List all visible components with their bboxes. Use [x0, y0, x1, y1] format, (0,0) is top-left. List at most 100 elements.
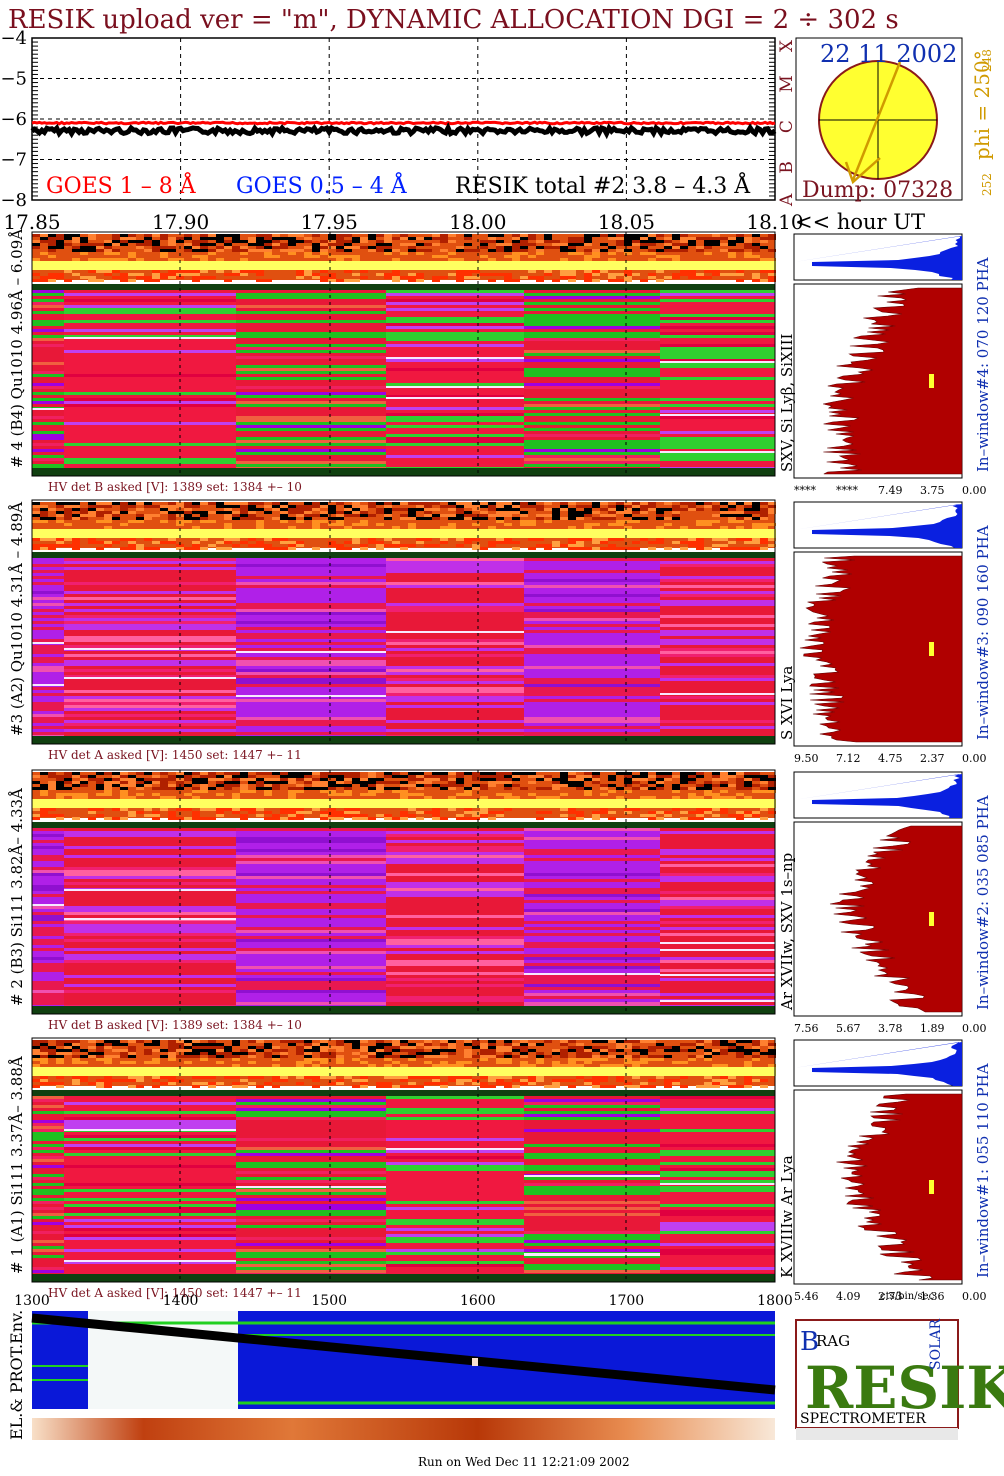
detector-panel-3: HV det A asked [V]: 1450 set: 1447 +– 11…	[8, 499, 992, 765]
histogram-scale-tick: 3.78	[878, 1022, 903, 1035]
sun-disk-panel: 22 11 2002 Dump: 07328	[795, 37, 963, 203]
histogram-scale-tick: ****	[794, 484, 817, 497]
legend-resik-total: RESIK total #2 3.8 – 4.3 Å	[455, 171, 751, 199]
flare-class-label: B	[777, 161, 797, 174]
detector-label: #3 (A2) Qu1010 4.31Å – 4.89Å	[8, 502, 26, 736]
histogram-scale-tick: 0.00	[962, 1290, 987, 1303]
flare-class-label: A	[777, 193, 797, 207]
detector-label: # 4 (B4) Qu1010 4.96Å – 6.09Å	[8, 229, 26, 468]
env-strip	[32, 1418, 775, 1440]
dump-number: Dump: 07328	[802, 178, 953, 203]
detector-label: # 2 (B3) Si111 3.82Å– 4.33Å	[8, 788, 26, 1006]
phi-upper: 248	[980, 49, 994, 72]
histogram-scale-tick: 4.75	[878, 752, 903, 765]
logo-b: B	[800, 1327, 819, 1357]
resik-total-series	[30, 122, 777, 140]
histogram-scale-tick: 2.73	[878, 1290, 903, 1303]
histogram-scale-tick: 1.36	[920, 1290, 945, 1303]
phi-lower: 252	[980, 173, 994, 196]
flare-class-label: C	[777, 120, 797, 133]
spectral-lines-label: S XVI Lya	[778, 666, 796, 740]
pha-histogram	[836, 1093, 963, 1281]
spectral-lines-label: K XVIIIw Ar Lya	[778, 1155, 796, 1278]
goes-y-tick: −7	[0, 150, 27, 171]
histogram-units: cts/bin/sec	[880, 1291, 935, 1302]
hv-readout: HV det A asked [V]: 1450 set: 1447 +– 11	[48, 1286, 302, 1300]
in-window-label: In–window#2: 035 085 PHA	[974, 795, 992, 1010]
sun-date: 22 11 2002	[820, 40, 957, 68]
mini-histogram	[794, 774, 962, 818]
window-marker	[929, 642, 934, 656]
histogram-scale-tick: 7.56	[794, 1022, 819, 1035]
in-window-label: In–window#1: 055 110 PHA	[974, 1063, 992, 1278]
logo-solar: SOLAR	[928, 1319, 944, 1370]
window-marker	[929, 374, 934, 388]
bin-tick: 1600	[460, 1293, 496, 1309]
footer-run-info: Run on Wed Dec 11 12:21:09 2002	[418, 1455, 630, 1469]
bin-tick: 1400	[163, 1293, 199, 1309]
mini-histogram	[794, 504, 962, 548]
time-tick: 17.95	[301, 210, 358, 234]
mini-histogram	[794, 236, 962, 280]
histogram-scale-tick: 0.00	[962, 752, 987, 765]
time-tick: 18.00	[449, 210, 506, 234]
histogram-scale-tick: 3.75	[920, 484, 945, 497]
legend-goes-short: GOES 0.5 – 4 Å	[236, 171, 408, 199]
time-tick: 17.85	[3, 210, 60, 234]
window-marker	[929, 912, 934, 926]
bin-axis: 1300 1400 1500 1600 1700 1800	[14, 1293, 793, 1309]
time-tick: 18.10	[746, 210, 803, 234]
logo-rag: RAG	[816, 1332, 850, 1350]
logo-sub: SPECTROMETER	[800, 1411, 926, 1427]
resik-logo: RESIK B RAG SOLAR SPECTROMETER	[795, 1319, 1004, 1440]
env-label: EL.& PROT.Env.	[7, 1310, 26, 1440]
bin-tick: 1300	[14, 1293, 50, 1309]
goes-y-tick: −5	[0, 69, 27, 90]
histogram-scale-tick: 7.12	[836, 752, 861, 765]
flare-class-label: M	[777, 75, 797, 92]
env-trend-line	[31, 1313, 776, 1395]
histogram-scale-tick: 1.89	[920, 1022, 945, 1035]
detector-label: # 1 (A1) Si111 3.37Å– 3.88Å	[8, 1056, 26, 1274]
flare-class-label: X	[777, 39, 797, 52]
detector-panel-2: HV det B asked [V]: 1389 set: 1384 +– 10…	[8, 769, 992, 1035]
hv-readout: HV det B asked [V]: 1389 set: 1384 +– 10	[48, 480, 302, 494]
time-axis-unit: << hour UT	[795, 210, 925, 234]
sun-pointer-line	[851, 61, 902, 181]
time-axis: 17.85 17.90 17.95 18.00 18.05 18.10	[3, 210, 803, 234]
histogram-scale-tick: 7.49	[878, 484, 903, 497]
goes-long-series	[31, 120, 776, 126]
goes-y-tick: −6	[0, 109, 27, 130]
time-tick: 17.90	[152, 210, 209, 234]
phi-angle: phi = 250°	[970, 50, 994, 160]
bin-tick: 1700	[609, 1293, 645, 1309]
detector-panel-1: HV det A asked [V]: 1450 set: 1447 +– 11…	[8, 1037, 992, 1303]
env-panel	[31, 1311, 776, 1440]
pha-histogram	[829, 825, 963, 1013]
histogram-scale-tick: 2.37	[920, 752, 945, 765]
hv-readout: HV det B asked [V]: 1389 set: 1384 +– 10	[48, 1018, 302, 1032]
goes-y-tick: −8	[0, 190, 27, 211]
in-window-label: In–window#4: 070 120 PHA	[974, 257, 992, 472]
histogram-scale-tick: 4.09	[836, 1290, 861, 1303]
histogram-scale-tick: 5.46	[794, 1290, 819, 1303]
in-window-label: In–window#3: 090 160 PHA	[974, 525, 992, 740]
pha-histogram	[799, 555, 963, 743]
goes-lightcurve-panel: −4 −5 −6 −7 −8 X M C B A GOES 1 – 8 Å GOES 0.5 –…	[0, 28, 797, 211]
spectral-lines-label: Ar XVIIw, SXV 1s–np	[778, 853, 796, 1011]
logo-big: RESIK	[805, 1354, 1004, 1422]
page-title: RESIK upload ver = "m", DYNAMIC ALLOCATI…	[8, 5, 899, 35]
window-marker	[929, 1180, 934, 1194]
goes-y-tick: −4	[0, 28, 27, 49]
spectral-lines-label: SXV, Si Lyβ, SiXIII	[778, 333, 796, 472]
hv-readout: HV det A asked [V]: 1450 set: 1447 +– 11	[48, 748, 302, 762]
histogram-scale-tick: 9.50	[794, 752, 819, 765]
mini-histogram	[794, 1042, 962, 1086]
bin-tick: 1800	[757, 1293, 793, 1309]
bin-tick: 1500	[311, 1293, 347, 1309]
histogram-scale-tick: ****	[836, 484, 859, 497]
histogram-scale-tick: 0.00	[962, 1022, 987, 1035]
time-tick: 18.05	[598, 210, 655, 234]
pha-histogram	[823, 287, 963, 475]
